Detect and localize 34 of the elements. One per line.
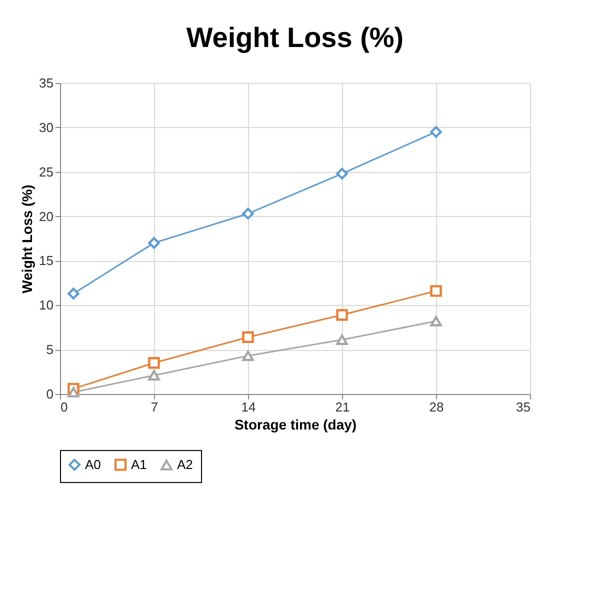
- x-tick-label: 28: [429, 400, 444, 414]
- y-tick-label: 5: [46, 342, 54, 358]
- legend-label: A0: [85, 456, 101, 472]
- y-axis-title: Weight Loss (%): [19, 184, 36, 294]
- point: [430, 126, 442, 138]
- point: [430, 316, 442, 326]
- x-tick-label: 7: [150, 400, 158, 414]
- point: [242, 350, 254, 361]
- x-tick-label: 21: [335, 400, 350, 414]
- legend-label: A2: [177, 457, 193, 472]
- point: [242, 331, 254, 343]
- point: [68, 387, 80, 398]
- y-tick-label: 15: [39, 253, 54, 268]
- legend-label: A1: [131, 456, 147, 472]
- point: [148, 357, 160, 369]
- y-tick-label: 20: [39, 208, 54, 224]
- point: [336, 334, 348, 346]
- chart-title: Weight Loss (%): [186, 22, 404, 53]
- point: [336, 309, 348, 321]
- x-tick-label: 35: [516, 400, 530, 414]
- y-tick-label: 10: [39, 298, 54, 313]
- point: [148, 237, 160, 249]
- x-tick-label: 14: [241, 400, 256, 414]
- y-tick-label: 35: [39, 76, 54, 90]
- y-tick-label: 0: [46, 386, 54, 402]
- x-axis-title: Storage time (day): [234, 416, 357, 432]
- point: [430, 285, 442, 297]
- x-tick-label: 0: [60, 400, 68, 414]
- y-tick-label: 25: [39, 164, 54, 180]
- point: [68, 288, 80, 300]
- point: [148, 370, 160, 381]
- y-tick-label: 30: [39, 120, 54, 135]
- point: [242, 208, 254, 220]
- point: [336, 168, 348, 180]
